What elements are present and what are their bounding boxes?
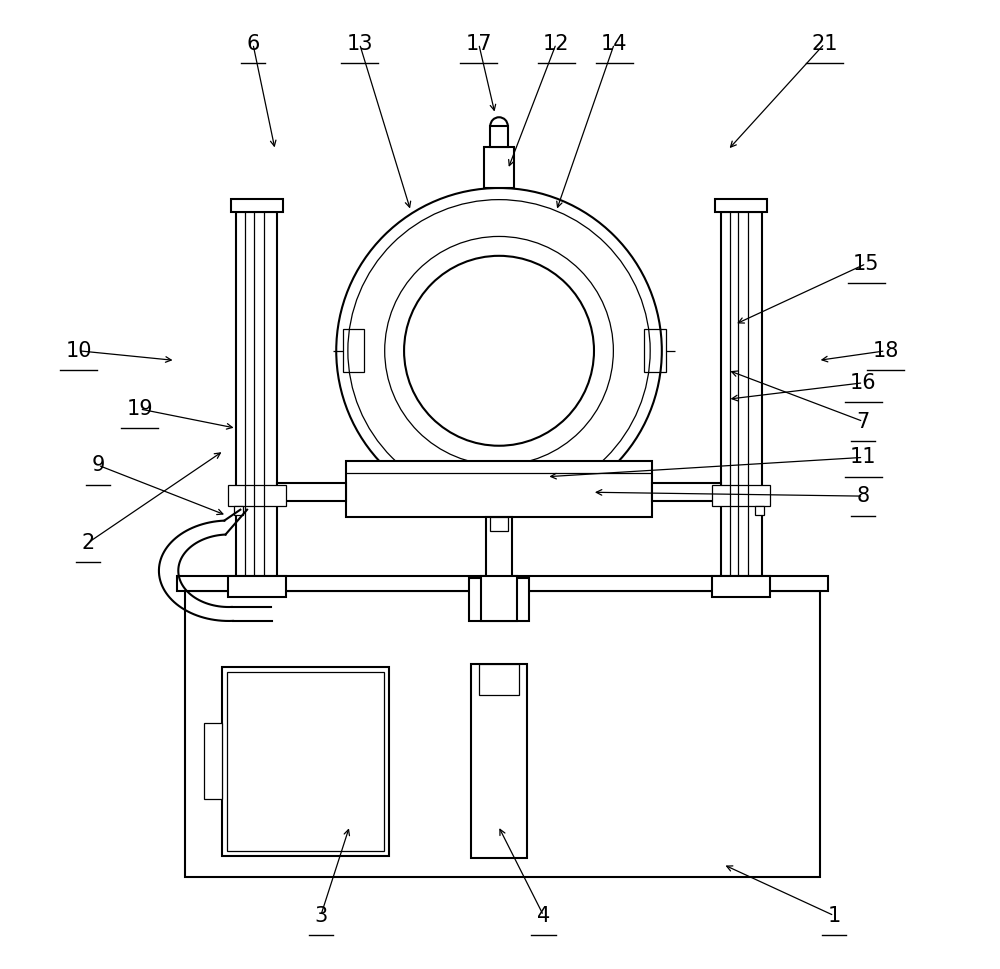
Bar (644, 329, 666, 372)
Text: 4: 4 (537, 906, 550, 925)
Bar (484, 147, 514, 188)
Bar (712, 484, 770, 506)
Text: 17: 17 (465, 34, 492, 53)
Bar (231, 199, 283, 212)
Bar (479, 664, 519, 695)
Bar (234, 506, 243, 515)
Bar (236, 212, 277, 576)
Bar (277, 484, 346, 501)
Text: 9: 9 (91, 455, 105, 475)
Bar (227, 672, 384, 851)
Bar (755, 506, 764, 515)
Bar (346, 461, 652, 517)
Bar (490, 126, 508, 147)
Bar (715, 199, 767, 212)
Bar (222, 667, 389, 856)
Bar (471, 664, 527, 858)
Text: 2: 2 (82, 533, 95, 552)
Text: 3: 3 (314, 906, 327, 925)
Bar (228, 576, 286, 597)
Bar (721, 212, 762, 576)
Text: 15: 15 (853, 254, 880, 273)
Text: 10: 10 (65, 341, 92, 360)
Bar (204, 723, 222, 798)
Text: 12: 12 (543, 34, 569, 53)
Bar (486, 517, 512, 578)
Text: 18: 18 (872, 341, 899, 360)
Text: 7: 7 (857, 412, 870, 431)
Bar (490, 517, 508, 531)
Text: 21: 21 (811, 34, 838, 53)
Bar (343, 329, 364, 372)
Text: 13: 13 (346, 34, 373, 53)
Text: 11: 11 (850, 448, 877, 467)
Text: 14: 14 (601, 34, 628, 53)
Bar (228, 484, 286, 506)
Text: 6: 6 (246, 34, 260, 53)
Text: 16: 16 (850, 373, 877, 392)
Text: 1: 1 (828, 906, 841, 925)
Bar (652, 484, 721, 501)
Bar (177, 576, 828, 591)
Bar (712, 576, 770, 597)
Bar (481, 576, 517, 621)
Text: 19: 19 (126, 399, 153, 419)
Bar (469, 578, 529, 621)
Text: 8: 8 (857, 486, 870, 506)
Bar (185, 591, 820, 877)
